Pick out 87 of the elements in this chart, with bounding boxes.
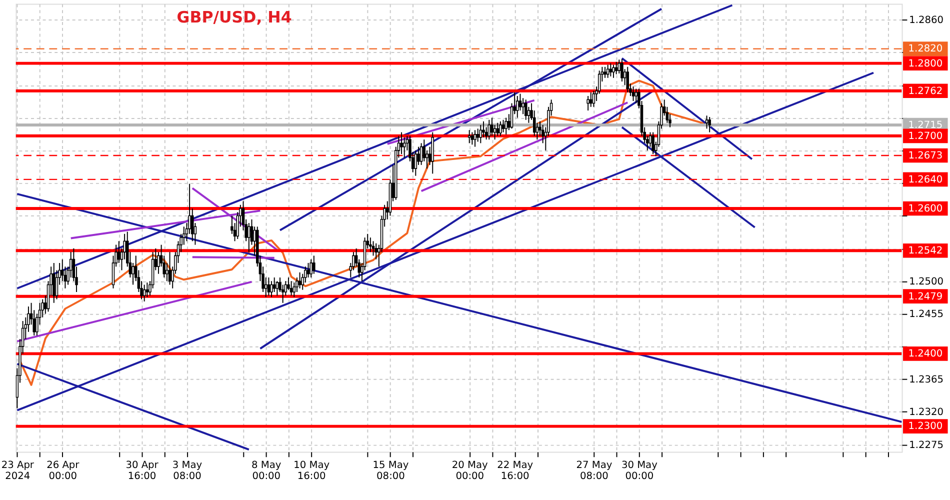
candlestick (400, 132, 403, 155)
candlestick (708, 116, 711, 133)
ref-line-label: 1.2542 (908, 246, 943, 257)
candlestick (417, 146, 420, 166)
candlestick (372, 240, 375, 256)
candlestick (426, 150, 428, 170)
ref-line-label: 1.2820 (908, 44, 943, 55)
candlestick (476, 128, 480, 142)
ref-line-label: 1.2479 (908, 291, 943, 302)
ref-line-label: 1.2673 (908, 150, 943, 162)
candlestick (652, 132, 654, 155)
candlestick (168, 252, 172, 286)
candlestick (248, 222, 250, 253)
candlestick (502, 119, 505, 133)
ref-line-label: 1.2700 (908, 130, 943, 142)
candlestick (586, 95, 590, 111)
x-tick-label: 23 Apr 2024 (1, 460, 35, 482)
candlestick (618, 59, 621, 74)
candlestick (620, 58, 624, 82)
candlestick (504, 117, 508, 135)
x-tick-label: 30 Apr 16:00 (126, 460, 160, 482)
candlestick (614, 61, 618, 75)
x-tick-label: 10 May 16:00 (294, 460, 330, 482)
x-tick-label: 22 May 16:00 (497, 460, 534, 482)
x-tick-label: 27 May 08:00 (576, 460, 612, 482)
ref-line-label: 1.2400 (908, 348, 943, 360)
candlestick (264, 276, 268, 298)
candlestick (482, 120, 485, 138)
candlestick (310, 258, 312, 278)
candlestick (146, 282, 149, 298)
x-tick-label: 26 Apr 00:00 (46, 460, 80, 482)
candlestick (272, 276, 276, 292)
x-tick-label: 20 May 00:00 (452, 460, 488, 482)
candlestick (52, 262, 56, 304)
candlestick (479, 124, 482, 144)
candlestick (499, 120, 502, 136)
candlestick (496, 122, 499, 136)
candlestick (626, 66, 630, 93)
candlestick (312, 255, 316, 274)
candlestick (369, 237, 372, 253)
candlestick (589, 92, 592, 108)
candlestick (516, 95, 519, 118)
candlestick (632, 86, 635, 102)
candlestick (609, 62, 612, 77)
candlestick (604, 66, 606, 78)
candlestick (468, 130, 471, 144)
candlestick (374, 242, 378, 260)
candlestick (648, 132, 652, 148)
ref-line-label: 1.2800 (908, 58, 943, 70)
candlestick (606, 64, 610, 78)
ref-line-label: 1.2300 (908, 421, 943, 432)
candlestick (270, 280, 273, 298)
candlestick (431, 132, 434, 174)
y-tick-label: 1.2500 (909, 276, 944, 288)
ref-line-label: 1.2715 (908, 120, 943, 131)
x-tick-label: 8 May 00:00 (252, 460, 282, 482)
candlestick (634, 88, 638, 104)
candlestick (474, 130, 476, 148)
y-tick-label: 1.2455 (909, 309, 944, 320)
candlestick (298, 272, 302, 289)
chart-title: GBP/USD, H4 (176, 7, 292, 26)
candlestick (166, 262, 168, 282)
candlestick (705, 115, 708, 130)
candlestick (612, 64, 615, 78)
candlestick (488, 119, 491, 140)
y-tick-label: 1.2275 (909, 440, 944, 451)
candlestick (592, 90, 596, 108)
candlestick (276, 280, 279, 296)
candlestick (414, 150, 418, 176)
ref-line-label: 1.2600 (908, 203, 943, 214)
y-tick-label: 1.2365 (909, 374, 944, 386)
candlestick (420, 142, 423, 166)
x-tick-label: 30 May 00:00 (621, 460, 658, 482)
candlestick (132, 262, 134, 286)
candlestick (290, 280, 293, 296)
ref-line-label: 1.2640 (908, 174, 943, 186)
x-tick-label: 15 May 08:00 (372, 460, 409, 482)
ref-line-label: 1.2762 (908, 86, 943, 97)
candlestick (267, 276, 270, 296)
y-tick-label: 1.2860 (909, 15, 944, 26)
x-tick-label: 3 May 08:00 (172, 460, 202, 482)
candlestick (470, 132, 474, 146)
candlestick (142, 284, 146, 302)
candlestick (490, 117, 494, 136)
y-tick-label: 1.2320 (909, 407, 944, 418)
candlestick (524, 99, 528, 120)
candlestick (522, 98, 524, 115)
